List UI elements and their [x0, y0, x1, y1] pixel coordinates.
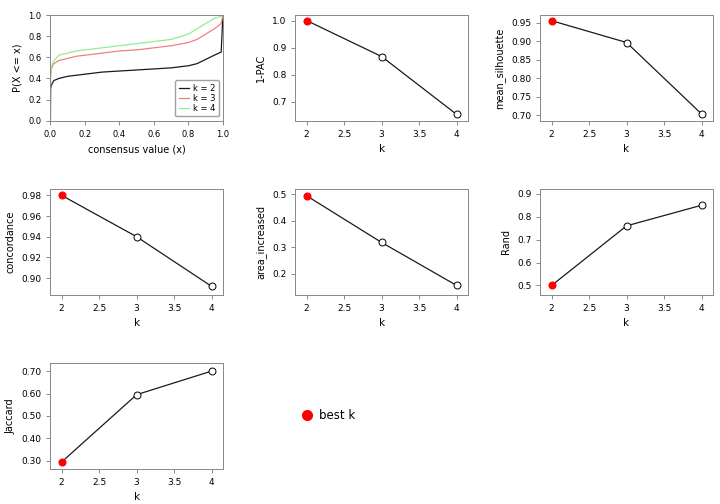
Y-axis label: concordance: concordance — [6, 211, 16, 273]
k = 3 — [48, 64, 56, 70]
k = 2 — [47, 83, 55, 89]
k = 4 — [184, 31, 193, 37]
k = 2 — [98, 69, 107, 75]
k = 4 — [193, 26, 202, 32]
k = 3 — [132, 47, 141, 53]
k = 2 — [50, 78, 58, 84]
k = 2 — [81, 71, 89, 77]
k = 3 — [89, 51, 98, 57]
k = 4 — [115, 43, 124, 49]
k = 2 — [115, 68, 124, 74]
k = 4 — [98, 45, 107, 51]
k = 4 — [89, 46, 98, 52]
k = 3 — [167, 43, 176, 49]
k = 3 — [46, 117, 55, 123]
Y-axis label: P(X <= x): P(X <= x) — [12, 44, 22, 92]
k = 4 — [167, 36, 176, 42]
k = 4 — [63, 50, 72, 56]
k = 2 — [72, 72, 81, 78]
k = 4 — [132, 41, 141, 47]
k = 4 — [202, 21, 210, 27]
k = 4 — [217, 13, 225, 19]
X-axis label: k: k — [624, 318, 629, 328]
Y-axis label: 1-PAC: 1-PAC — [256, 54, 266, 82]
k = 3 — [115, 48, 124, 54]
k = 4 — [55, 52, 63, 58]
k = 2 — [184, 62, 193, 69]
k = 3 — [63, 55, 72, 61]
X-axis label: consensus value (x): consensus value (x) — [88, 144, 186, 154]
k = 3 — [202, 31, 210, 37]
k = 3 — [210, 26, 219, 32]
k = 4 — [46, 117, 55, 123]
k = 3 — [47, 67, 55, 73]
k = 4 — [72, 48, 81, 54]
Line: k = 2: k = 2 — [50, 15, 223, 120]
Legend: best k: best k — [301, 409, 355, 422]
k = 3 — [55, 57, 63, 64]
X-axis label: k: k — [624, 144, 629, 154]
k = 2 — [132, 67, 141, 73]
k = 3 — [72, 53, 81, 59]
k = 3 — [219, 12, 228, 18]
k = 3 — [217, 21, 225, 27]
k = 4 — [81, 47, 89, 53]
k = 2 — [48, 81, 56, 87]
X-axis label: k: k — [379, 144, 384, 154]
k = 2 — [193, 60, 202, 67]
k = 3 — [193, 36, 202, 42]
k = 2 — [63, 73, 72, 79]
k = 3 — [50, 60, 58, 67]
k = 3 — [81, 52, 89, 58]
Line: k = 4: k = 4 — [50, 15, 223, 120]
k = 4 — [47, 65, 55, 71]
Y-axis label: Rand: Rand — [501, 229, 511, 255]
k = 4 — [50, 57, 58, 64]
k = 3 — [98, 50, 107, 56]
k = 4 — [150, 38, 158, 44]
k = 3 — [150, 45, 158, 51]
X-axis label: k: k — [379, 318, 384, 328]
k = 2 — [89, 70, 98, 76]
X-axis label: k: k — [134, 318, 140, 328]
X-axis label: k: k — [134, 492, 140, 502]
k = 4 — [219, 12, 228, 18]
k = 4 — [210, 15, 219, 21]
k = 2 — [210, 52, 219, 58]
k = 2 — [46, 117, 55, 123]
k = 2 — [150, 66, 158, 72]
Line: k = 3: k = 3 — [50, 15, 223, 120]
Y-axis label: Jaccard: Jaccard — [6, 398, 16, 434]
k = 3 — [184, 39, 193, 45]
k = 2 — [167, 65, 176, 71]
k = 2 — [55, 76, 63, 82]
k = 2 — [219, 12, 228, 18]
Y-axis label: mean_silhouette: mean_silhouette — [495, 27, 505, 108]
k = 4 — [48, 61, 56, 68]
Legend: k = 2, k = 3, k = 4: k = 2, k = 3, k = 4 — [176, 80, 219, 116]
Y-axis label: area_increased: area_increased — [256, 205, 266, 279]
k = 3 — [46, 73, 55, 79]
k = 4 — [46, 72, 55, 78]
k = 2 — [217, 49, 225, 55]
k = 2 — [202, 56, 210, 62]
k = 2 — [46, 86, 55, 92]
